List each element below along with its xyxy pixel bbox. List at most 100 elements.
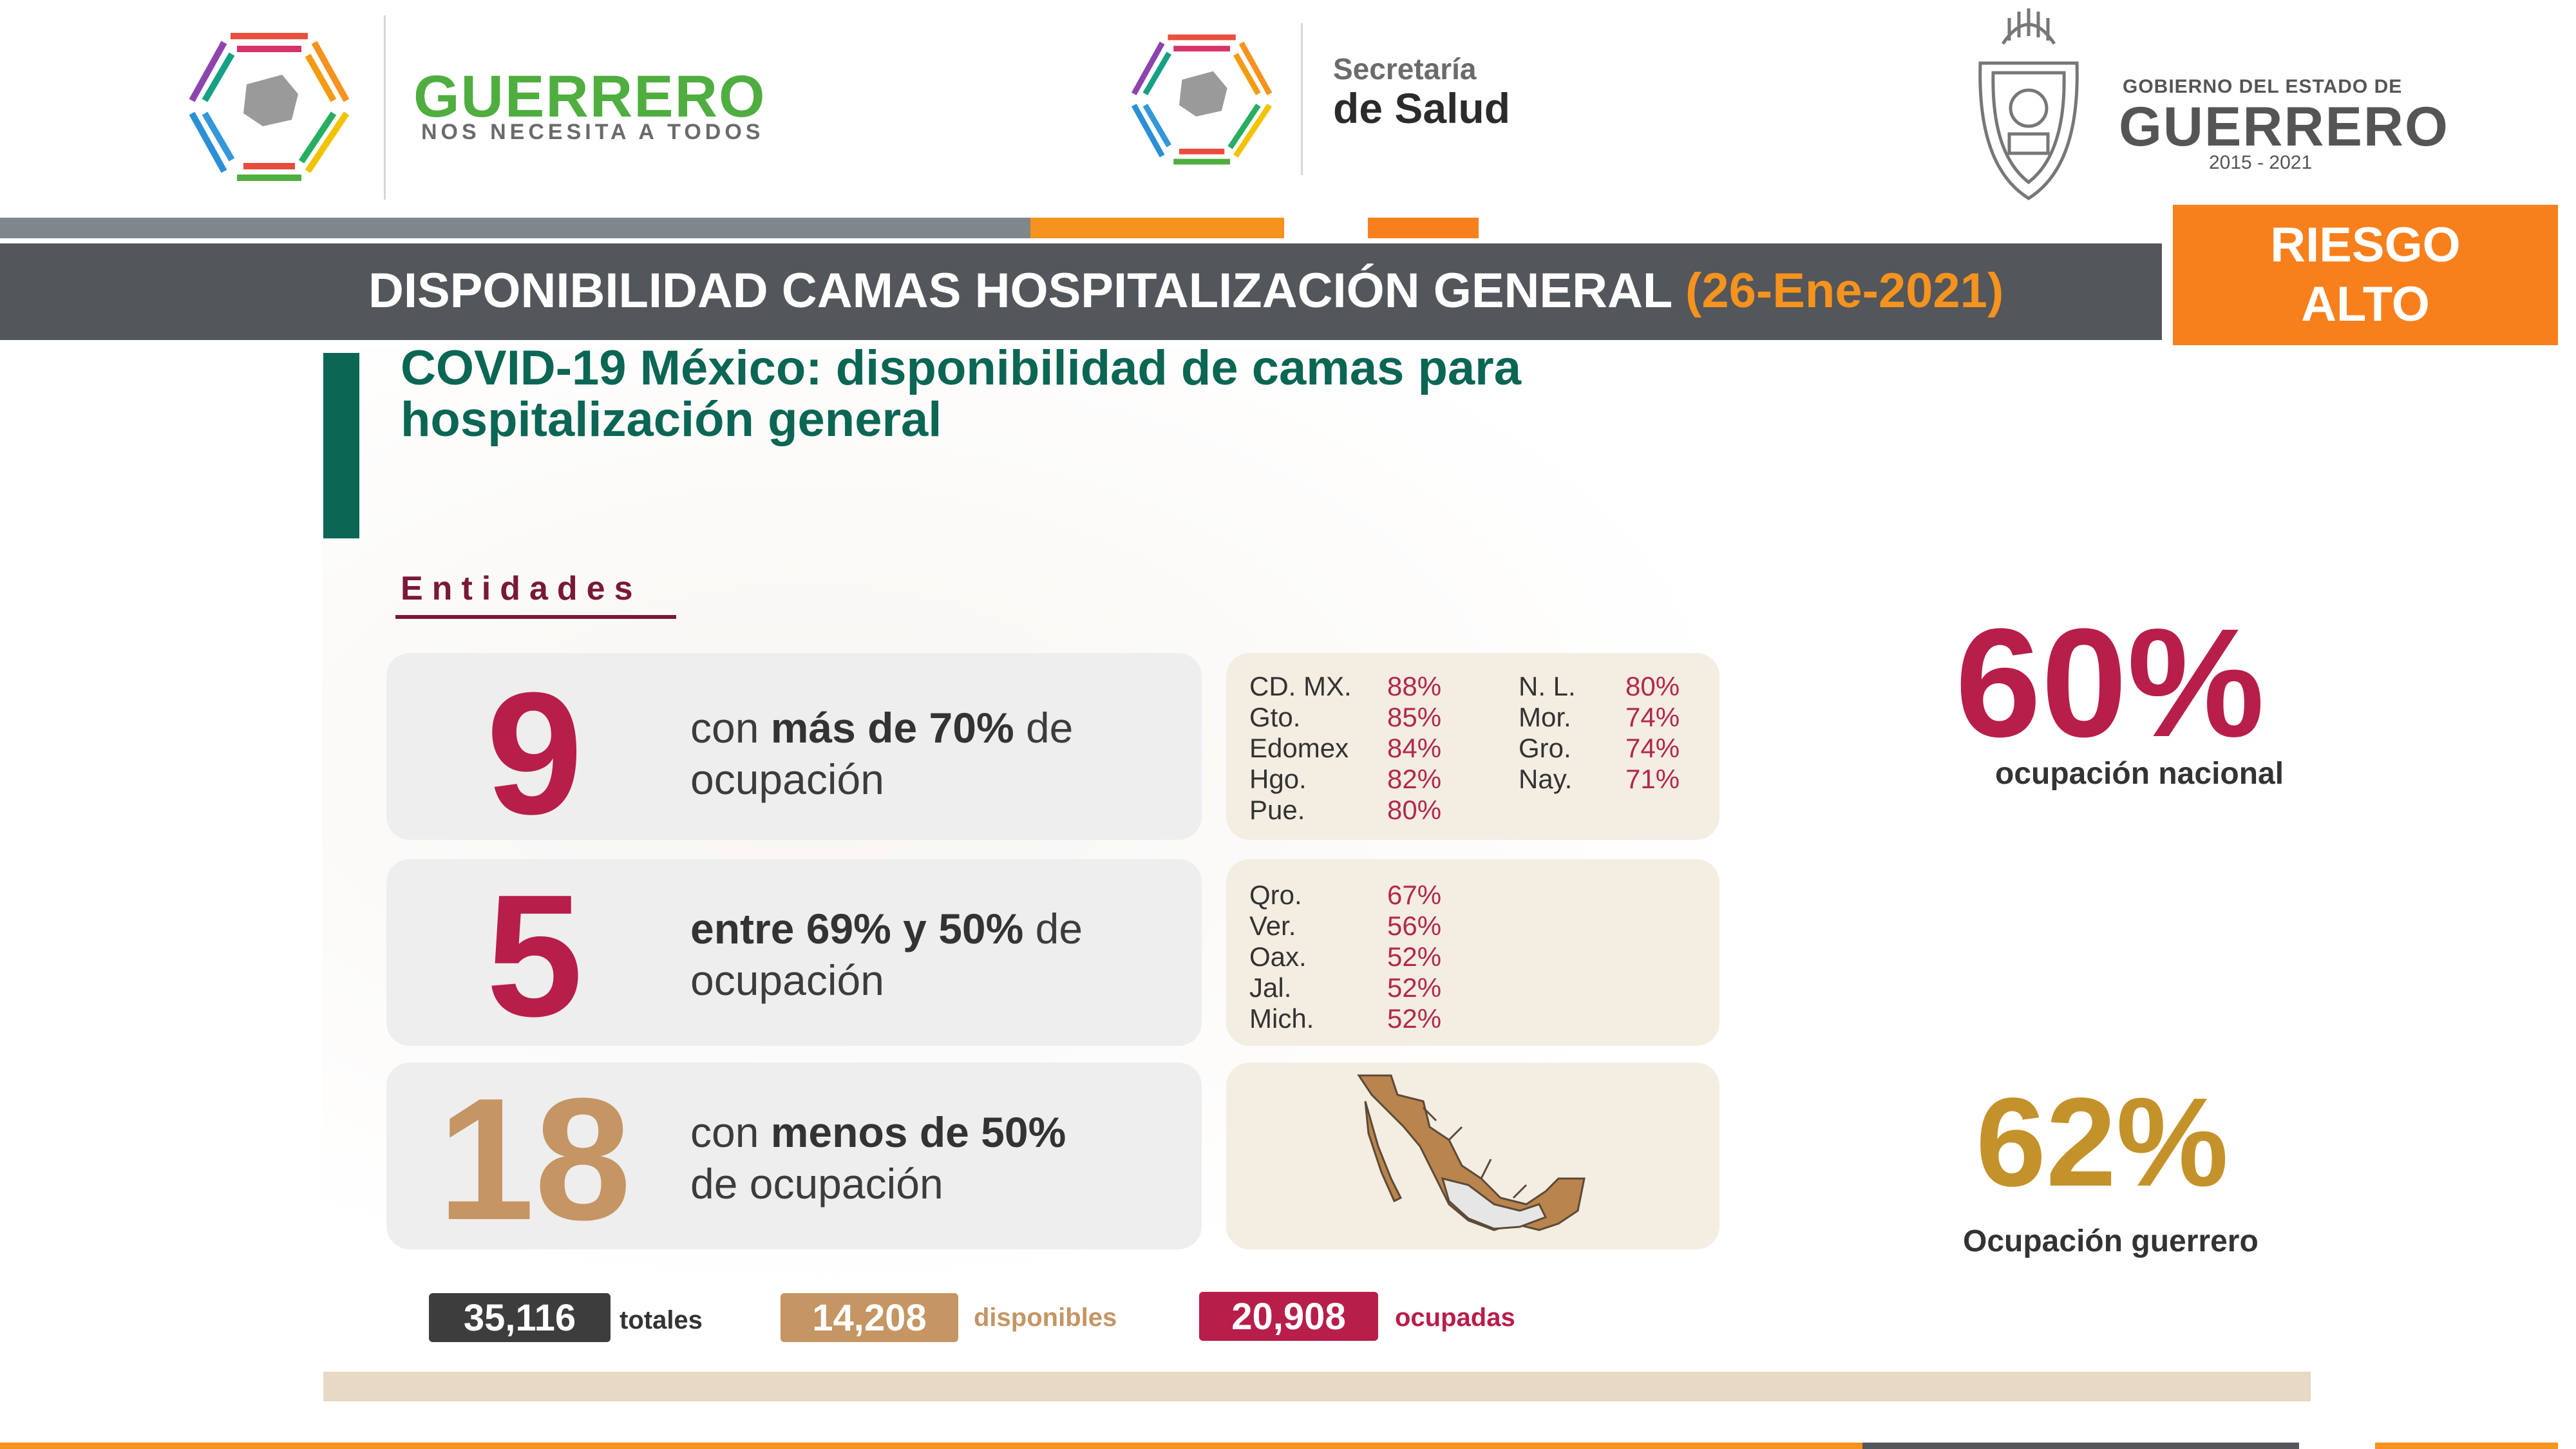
national-occupancy-value: 60% (1955, 596, 2265, 769)
state-row: Oax. 52% (1249, 942, 1441, 972)
risk-badge: RIESGO ALTO (2173, 205, 2558, 345)
guerrero-occupancy-label: Ocupación guerrero (1963, 1224, 2259, 1258)
state-pct: 52% (1387, 972, 1442, 1003)
state-row: Ver. 56% (1249, 911, 1441, 942)
group-card-high (386, 653, 1202, 840)
state-row: Hgo. 82% (1249, 764, 1441, 795)
state-name: Gro. (1519, 733, 1571, 763)
gobierno-logo-line2: GUERRERO (2119, 96, 2449, 158)
total-beds-value: 35,116 (429, 1293, 611, 1342)
state-pct: 74% (1625, 733, 1680, 763)
entities-heading: Entidades (401, 570, 642, 607)
state-name: Gto. (1249, 702, 1301, 732)
states-list-high-left: CD. MX. 88% Gto. 85% Edomex 84% Hgo. 82% Pue… (1249, 671, 1441, 826)
state-pct: 84% (1387, 733, 1442, 763)
state-row: Mor. 74% (1519, 702, 1680, 733)
state-row: Mich. 52% (1249, 1003, 1441, 1034)
state-row: Edomex 84% (1249, 733, 1441, 764)
states-list-high-right: N. L. 80% Mor. 74% Gro. 74% Nay. 71% (1519, 671, 1680, 795)
title-band (0, 243, 2162, 340)
bottom-bar-gray (1862, 1443, 2299, 1449)
state-row: Jal. 52% (1249, 972, 1441, 1003)
group-desc-mid: entre 69% y 50% de ocupación (690, 903, 1180, 1006)
states-card-high (1226, 653, 1719, 840)
accent-bar-gray (0, 218, 1030, 238)
state-name: Nay. (1519, 764, 1573, 794)
guerrero-ring-icon (189, 33, 350, 181)
bottom-bar-orange-right (2375, 1443, 2558, 1449)
total-beds-label: totales (620, 1306, 703, 1334)
risk-badge-line2: ALTO (2301, 277, 2430, 332)
state-coat-of-arms-icon (1978, 8, 2079, 200)
national-occupancy-label: ocupación nacional (1995, 757, 2284, 791)
state-pct: 52% (1387, 1003, 1442, 1034)
state-pct: 88% (1387, 671, 1442, 701)
state-pct: 52% (1387, 942, 1442, 972)
state-row: Nay. 71% (1519, 764, 1680, 795)
group-card-low (386, 1063, 1202, 1249)
group-desc-high: con más de 70% de ocupación (690, 702, 1180, 805)
state-pct: 71% (1625, 764, 1680, 794)
guerrero-occupancy-value: 62% (1976, 1072, 2229, 1213)
page-title-text: DISPONIBILIDAD CAMAS HOSPITALIZACIÓN GEN… (368, 263, 1672, 318)
accent-bar-orange-small (1368, 218, 1479, 238)
group-desc-low-bold: menos de 50% (770, 1108, 1066, 1156)
header-separator (1301, 23, 1303, 175)
group-desc-high-line2: ocupación (690, 755, 884, 803)
group-desc-low-line2: de ocupación (690, 1160, 943, 1208)
state-pct: 82% (1387, 764, 1442, 794)
gobierno-logo-line1: GOBIERNO DEL ESTADO DE (2123, 76, 2403, 97)
group-desc-low: con menos de 50% de ocupación (690, 1106, 1180, 1209)
state-name: Jal. (1249, 972, 1292, 1003)
state-name: Mich. (1249, 1003, 1314, 1034)
subtitle-line2: hospitalización general (401, 392, 942, 447)
group-desc-mid-line2: ocupación (690, 956, 884, 1004)
guerrero-logo-title: GUERRERO (413, 64, 766, 129)
state-name: Oax. (1249, 942, 1307, 972)
state-name: N. L. (1519, 671, 1576, 701)
state-name: Hgo. (1249, 764, 1307, 794)
state-pct: 85% (1387, 702, 1442, 732)
footer-band (323, 1372, 2311, 1401)
salud-logo-line1: Secretaría (1333, 52, 1477, 86)
group-desc-high-pre: con (690, 704, 771, 752)
occupied-beds-value: 20,908 (1199, 1292, 1378, 1341)
state-pct: 80% (1625, 671, 1680, 701)
group-desc-low-pre: con (690, 1108, 771, 1156)
salud-ring-icon (1131, 34, 1273, 165)
states-list-mid: Qro. 67% Ver. 56% Oax. 52% Jal. 52% Mich. 52% (1249, 880, 1441, 1034)
page-title: DISPONIBILIDAD CAMAS HOSPITALIZACIÓN GEN… (368, 263, 2003, 319)
state-pct: 74% (1625, 702, 1680, 732)
subtitle-line1: COVID-19 México: disponibilidad de camas… (401, 341, 1522, 395)
state-row: Gto. 85% (1249, 702, 1441, 733)
state-name: Ver. (1249, 911, 1296, 941)
group-card-mid (386, 859, 1202, 1046)
guerrero-logo-subtitle: NOS NECESITA A TODOS (421, 120, 764, 144)
state-pct: 67% (1387, 880, 1442, 910)
available-beds-label: disponibles (974, 1303, 1117, 1332)
page-title-date: (26-Ene-2021) (1685, 263, 2004, 318)
state-name: CD. MX. (1249, 671, 1352, 701)
state-name: Qro. (1249, 880, 1302, 910)
state-name: Edomex (1249, 733, 1349, 763)
group-desc-mid-bold: entre 69% y 50% (690, 905, 1024, 952)
state-row: CD. MX. 88% (1249, 671, 1441, 702)
subtitle-accent-bar (323, 353, 359, 538)
group-count-high: 9 (486, 657, 583, 851)
state-pct: 56% (1387, 911, 1442, 941)
group-desc-mid-post: de (1023, 905, 1083, 952)
group-count-low: 18 (437, 1063, 632, 1256)
state-name: Pue. (1249, 795, 1305, 825)
mexico-occupancy-map-icon (1357, 1074, 1586, 1231)
state-row: N. L. 80% (1519, 671, 1680, 702)
state-row: Pue. 80% (1249, 795, 1441, 826)
state-row: Gro. 74% (1519, 733, 1680, 764)
gobierno-logo-years: 2015 - 2021 (2209, 152, 2313, 173)
salud-logo-line2: de Salud (1333, 84, 1511, 132)
group-desc-high-bold: más de 70% (770, 704, 1014, 752)
group-count-mid: 5 (486, 859, 583, 1053)
state-row: Qro. 67% (1249, 880, 1441, 911)
state-pct: 80% (1387, 795, 1442, 825)
accent-bar-orange (1030, 218, 1284, 238)
bottom-bar-orange (0, 1443, 1862, 1449)
